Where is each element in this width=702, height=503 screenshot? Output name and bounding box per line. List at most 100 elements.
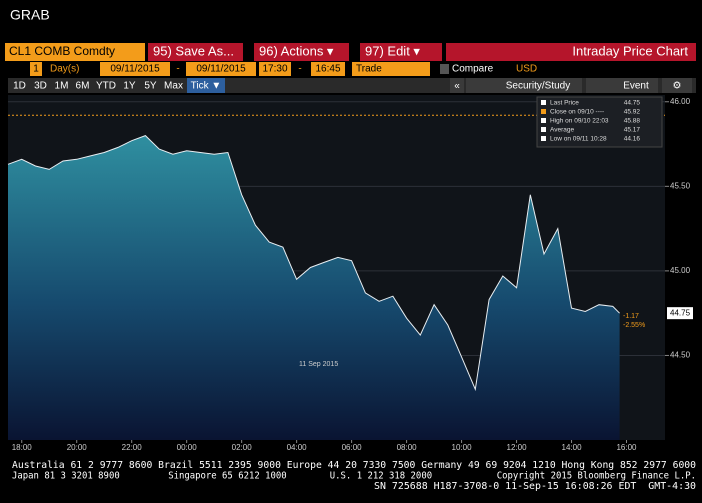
- input-text[interactable]: Trade: [356, 64, 382, 75]
- tab[interactable]: [94, 78, 118, 93]
- tab[interactable]: [141, 78, 160, 93]
- label: -: [176, 64, 179, 75]
- x-tick-label: 12:00: [507, 443, 528, 452]
- currency[interactable]: USD: [516, 64, 537, 75]
- input-text[interactable]: 16:45: [315, 64, 340, 75]
- tab-label[interactable]: Tick ▼: [191, 81, 222, 92]
- x-tick-label: 08:00: [397, 443, 418, 452]
- input[interactable]: [352, 62, 430, 76]
- chart-name-bar: [446, 43, 696, 61]
- input[interactable]: [30, 62, 42, 76]
- legend-value: 45.88: [624, 118, 641, 125]
- input-text[interactable]: 1: [33, 64, 39, 75]
- tab-label[interactable]: Max: [164, 81, 183, 92]
- last-price-badge: [667, 307, 693, 320]
- button-label[interactable]: Security/Study: [506, 81, 570, 92]
- tab[interactable]: [73, 78, 92, 93]
- legend-label: Last Price: [550, 100, 579, 107]
- footer: Australia 61 2 9777 8600 Brazil 5511 239…: [12, 460, 696, 492]
- tab-label[interactable]: YTD: [96, 81, 116, 92]
- annotation: 11 Sep 2015: [299, 361, 338, 368]
- legend-label: Close on 09/10 ----: [550, 109, 604, 116]
- y-tick-label: 44.50: [670, 351, 691, 360]
- legend-swatch: [541, 136, 546, 141]
- x-tick-label: 22:00: [122, 443, 143, 452]
- tab-label[interactable]: 1D: [13, 81, 26, 92]
- ticker-box[interactable]: [5, 43, 145, 61]
- settings-button[interactable]: [662, 78, 692, 93]
- input[interactable]: [100, 62, 170, 76]
- nav-icon[interactable]: «: [454, 81, 460, 92]
- ticker[interactable]: CL1 COMB Comdty: [9, 44, 115, 58]
- legend-label: High on 09/10 22:03: [550, 118, 609, 125]
- legend-swatch: [541, 118, 546, 123]
- label: Day(s): [50, 64, 79, 75]
- tab[interactable]: [31, 78, 50, 93]
- tab[interactable]: [120, 78, 139, 93]
- y-tick-label: 45.50: [670, 181, 691, 190]
- price-line: [7, 135, 620, 392]
- input[interactable]: [311, 62, 345, 76]
- button[interactable]: [586, 78, 658, 93]
- button[interactable]: [254, 43, 349, 61]
- compare[interactable]: Compare: [452, 64, 494, 75]
- label: -: [298, 64, 301, 75]
- tab[interactable]: [10, 78, 29, 93]
- x-tick-label: 06:00: [342, 443, 363, 452]
- x-tick-label: 02:00: [232, 443, 253, 452]
- settings-icon[interactable]: ⚙: [673, 81, 682, 92]
- input-text[interactable]: 09/11/2015: [110, 64, 160, 75]
- legend-value: 44.16: [624, 136, 641, 143]
- tab-label[interactable]: 1Y: [123, 81, 136, 92]
- button-label[interactable]: 95) Save As...: [153, 43, 234, 58]
- legend-swatch: [541, 127, 546, 132]
- input[interactable]: [259, 62, 291, 76]
- legend-swatch: [541, 100, 546, 105]
- tab[interactable]: [52, 78, 71, 93]
- chart-name: Intraday Price Chart: [572, 43, 688, 58]
- input[interactable]: [186, 62, 256, 76]
- tab-label[interactable]: 5Y: [144, 81, 157, 92]
- legend-label: Average: [550, 127, 574, 134]
- button-label[interactable]: 96) Actions ▾: [259, 43, 334, 58]
- app-title: GRAB: [10, 7, 50, 23]
- change: -1.17: [623, 313, 639, 320]
- footer-line: Japan 81 3 3201 8900 Singapore 65 6212 1…: [12, 471, 696, 482]
- input-text[interactable]: 17:30: [262, 64, 287, 75]
- button-label[interactable]: Event: [623, 81, 649, 92]
- footer-line: Australia 61 2 9777 8600 Brazil 5511 239…: [12, 460, 696, 471]
- x-tick-label: 10:00: [452, 443, 473, 452]
- button-label[interactable]: 97) Edit ▾: [365, 43, 420, 58]
- legend-value: 44.75: [624, 100, 641, 107]
- legend-swatch: [541, 109, 546, 114]
- legend-label: Low on 09/11 10:28: [550, 136, 607, 143]
- button[interactable]: [148, 43, 243, 61]
- button[interactable]: [360, 43, 442, 61]
- x-tick-label: 00:00: [177, 443, 198, 452]
- x-tick-label: 20:00: [67, 443, 88, 452]
- last-price-label: 44.75: [670, 308, 691, 317]
- y-tick-label: 45.00: [670, 266, 691, 275]
- legend-box: [536, 96, 663, 148]
- nav-button[interactable]: [450, 78, 464, 93]
- input-text[interactable]: 09/11/2015: [196, 64, 246, 75]
- button[interactable]: [466, 78, 582, 93]
- x-tick-label: 14:00: [562, 443, 583, 452]
- chart: 44.50 45.00 45.50 46.00 18:00 20:00 22:00 00:00…: [7, 96, 693, 452]
- tab[interactable]: [187, 78, 225, 93]
- change-pct: -2.55%: [623, 322, 645, 329]
- legend-value: 45.17: [624, 127, 641, 134]
- x-tick-label: 18:00: [12, 443, 33, 452]
- tab-label[interactable]: 6M: [76, 81, 90, 92]
- x-tick-label: 16:00: [616, 443, 637, 452]
- y-tick-label: 46.00: [670, 97, 691, 106]
- compare-icon[interactable]: [440, 64, 449, 74]
- legend-value: 45.92: [624, 109, 641, 116]
- tab[interactable]: [162, 78, 185, 93]
- tab-label[interactable]: 1M: [55, 81, 69, 92]
- period-tabs: 1D 3D 1M 6M YTD 1Y 5Y Max Tick ▼: [10, 78, 225, 93]
- tab-label[interactable]: 3D: [34, 81, 47, 92]
- price-area: [8, 135, 620, 440]
